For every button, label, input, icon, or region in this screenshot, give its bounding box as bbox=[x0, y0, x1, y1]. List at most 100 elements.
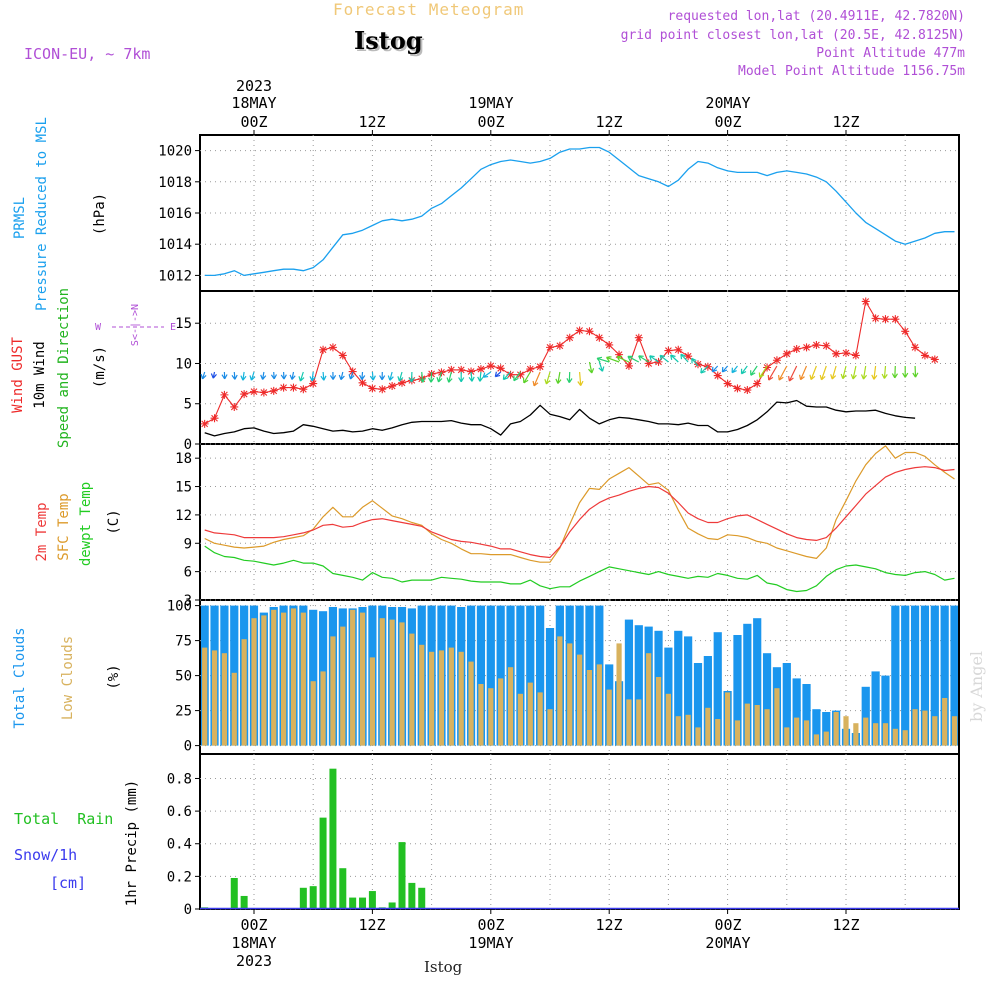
low-cloud-bar bbox=[665, 693, 671, 746]
total-cloud-bar bbox=[940, 605, 949, 746]
total-cloud-bar bbox=[486, 605, 495, 746]
low-cloud-bar bbox=[813, 734, 819, 746]
wind-direction-arrow bbox=[588, 361, 595, 374]
bottom-day-label-1: 18MAY bbox=[231, 934, 276, 952]
low-cloud-bar bbox=[498, 678, 504, 746]
wind-gust-marker bbox=[763, 363, 772, 372]
label-cloud-unit: (%) bbox=[106, 664, 122, 689]
wind-direction-arrow bbox=[721, 365, 729, 373]
total-cloud-bar bbox=[743, 623, 752, 746]
wind-gust-marker bbox=[615, 350, 624, 359]
wind-direction-arrow bbox=[298, 371, 305, 382]
precip-bar bbox=[359, 897, 367, 909]
wind-gust-marker bbox=[832, 349, 841, 358]
precip-bar bbox=[339, 868, 347, 909]
total-cloud-bar bbox=[861, 686, 870, 746]
wind-gust-marker bbox=[812, 340, 821, 349]
low-cloud-bar bbox=[211, 650, 218, 746]
label-snow-unit: [cm] bbox=[50, 874, 86, 892]
wind-gust-marker bbox=[605, 340, 614, 349]
top-hour-label-4: 12Z bbox=[595, 113, 622, 131]
wind-gust-marker bbox=[792, 344, 801, 353]
wind-gust-marker bbox=[398, 378, 406, 387]
wind-direction-arrow bbox=[482, 371, 492, 378]
low-cloud-bar bbox=[616, 643, 622, 746]
low-cloud-bar bbox=[320, 671, 326, 746]
wind-direction-arrow bbox=[210, 371, 217, 379]
wind-direction-arrow bbox=[606, 356, 620, 363]
wind-direction-arrow bbox=[711, 365, 719, 373]
low-cloud-bar bbox=[734, 720, 741, 746]
low-cloud-bar bbox=[271, 609, 277, 746]
panel-frame-temperature bbox=[199, 443, 960, 601]
grid-lines bbox=[200, 135, 959, 910]
wind-gust-marker bbox=[338, 351, 347, 360]
sfc-temp-line bbox=[204, 445, 955, 563]
wind-gust-marker bbox=[279, 383, 288, 392]
wind-direction-arrow bbox=[881, 365, 888, 379]
wind-direction-arrow bbox=[436, 371, 443, 383]
wind-direction-arrow bbox=[767, 365, 778, 381]
low-cloud-bar bbox=[932, 716, 938, 746]
wind-direction-arrow bbox=[369, 371, 376, 381]
low-cloud-bar bbox=[379, 618, 385, 746]
label-temp-unit: (C) bbox=[106, 509, 122, 534]
total-cloud-bar bbox=[782, 663, 791, 746]
total-cloud-bar bbox=[496, 605, 505, 746]
grid-point-coords: grid point closest lon,lat (20.5E, 42.81… bbox=[620, 28, 965, 43]
panel-frame-precipitation bbox=[199, 753, 960, 910]
axis-ticks: 1012101410161018102005101536912151802550… bbox=[158, 130, 847, 918]
label-wind-unit: (m/s) bbox=[92, 346, 108, 388]
ytick-label-temperature: 9 bbox=[184, 536, 192, 552]
wind-gust-marker bbox=[684, 352, 693, 361]
wind-direction-arrow bbox=[871, 365, 878, 380]
bottom-hour-label-5: 00Z bbox=[714, 916, 741, 934]
low-cloud-bar bbox=[823, 731, 829, 746]
bottom-hour-label-2: 12Z bbox=[358, 916, 385, 934]
wind-direction-arrow bbox=[309, 371, 316, 382]
wind-gust-marker bbox=[881, 315, 890, 324]
top-hour-label-6: 12Z bbox=[832, 113, 859, 131]
wind-gust-marker bbox=[210, 414, 219, 423]
low-cloud-bar bbox=[281, 612, 287, 746]
low-cloud-bar bbox=[231, 672, 237, 746]
low-cloud-bar bbox=[843, 716, 849, 746]
low-cloud-bar bbox=[725, 692, 731, 746]
wind-direction-arrow bbox=[379, 371, 386, 381]
low-cloud-bar bbox=[389, 619, 395, 746]
low-cloud-bar bbox=[369, 657, 375, 746]
wind-direction-arrow bbox=[387, 371, 394, 381]
label-temp-2m: 2m Temp bbox=[34, 502, 50, 561]
label-wind-dir: Speed and Direction bbox=[56, 288, 72, 448]
wind-direction-arrow bbox=[221, 371, 228, 380]
wind-direction-arrow bbox=[912, 365, 919, 378]
ytick-label-clouds: 100 bbox=[167, 599, 192, 615]
ytick-label-precipitation: 0.6 bbox=[167, 804, 192, 820]
label-prmsl: PRMSL bbox=[12, 197, 28, 239]
ytick-label-clouds: 50 bbox=[175, 669, 192, 685]
panel-frames bbox=[199, 134, 960, 910]
wind-gust-marker bbox=[634, 333, 643, 342]
wind-gust-marker bbox=[269, 386, 278, 395]
wind-direction-arrow bbox=[750, 365, 758, 376]
low-cloud-bar bbox=[419, 644, 425, 746]
total-cloud-bar bbox=[516, 605, 525, 746]
wind-gust-marker bbox=[822, 341, 831, 350]
total-cloud-bar bbox=[792, 678, 801, 746]
wind-gust-marker bbox=[250, 387, 258, 396]
precip-bar bbox=[368, 891, 376, 909]
low-cloud-bar bbox=[567, 643, 573, 746]
author-watermark: by Angel bbox=[967, 650, 986, 722]
total-cloud-bar bbox=[871, 671, 880, 746]
wind-direction-arrow bbox=[638, 355, 650, 363]
precip-bar bbox=[309, 886, 317, 909]
wind-gust-marker bbox=[674, 345, 683, 354]
wind-gust-marker bbox=[911, 343, 920, 352]
wind-gust-marker bbox=[920, 351, 929, 360]
wind-gust-marker bbox=[496, 364, 505, 373]
bottom-year-label: 2023 bbox=[236, 952, 272, 970]
label-pressure-unit: (hPa) bbox=[92, 193, 108, 235]
low-cloud-bar bbox=[448, 647, 454, 746]
total-cloud-bar bbox=[545, 628, 555, 746]
